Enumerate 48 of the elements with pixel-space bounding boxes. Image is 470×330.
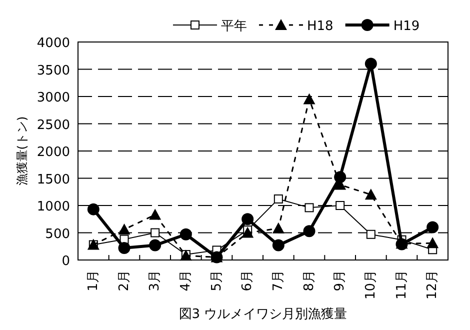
point [304,203,314,212]
point [118,242,130,254]
x-tick-label: 3月 [148,270,163,292]
x-tick-label: 1月 [86,270,101,292]
point [336,201,345,210]
point [149,239,162,252]
point [180,228,192,240]
x-tick-label: 7月 [270,270,286,292]
y-tick-label: 0 [62,254,70,269]
point [303,225,316,238]
y-tick-label: 3000 [36,90,70,106]
point [364,188,377,200]
x-tick-label: 8月 [302,270,317,292]
legend-label: H19 [393,19,420,34]
x-tick-label: 12月 [425,270,440,300]
y-tick-label: 1000 [36,200,70,214]
point [150,228,160,238]
point [274,194,283,204]
text: 図3 ウルメイワシ月別漁獲量 [178,307,348,322]
point [87,203,100,216]
point [242,226,254,238]
y-axis-title: 漁獲量(トン) [15,116,29,186]
y-tick-label: 4000 [36,36,70,51]
x-tick-label: 11月 [394,270,410,300]
y-tick-label: 3500 [36,63,70,78]
point [272,222,284,234]
point [272,239,284,252]
x-tick-label: 10月 [363,270,378,300]
point [426,221,439,234]
point [364,58,377,70]
legend-label: 平年 [221,19,247,34]
y-tick-label: 1500 [36,172,70,188]
x-tick-label: 2月 [116,270,132,292]
x-tick-label: 6月 [240,270,256,292]
x-tick-label: 4月 [178,270,194,292]
y-tick-label: 2500 [36,118,70,133]
point [303,93,316,104]
y-tick-label: 500 [45,226,70,242]
point [366,230,376,239]
point [118,223,130,234]
legend-label: H18 [307,19,334,34]
point [334,171,346,184]
x-tick-label: 5月 [209,270,224,292]
point [149,208,162,220]
x-tick-label: 9月 [332,270,348,292]
point [426,237,439,248]
point [242,213,254,226]
y-tick-label: 2000 [36,145,70,160]
